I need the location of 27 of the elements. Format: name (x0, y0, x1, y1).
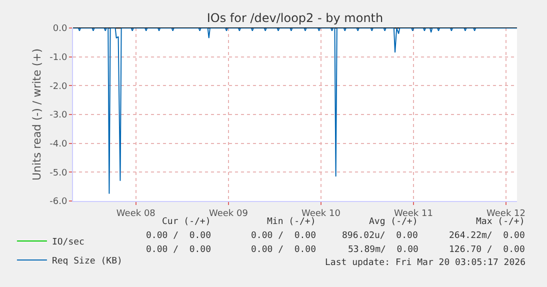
y-tick-label: -5.0 (50, 168, 68, 178)
legend-label: IO/sec (52, 238, 84, 248)
text: 0.00 / 0.00 (251, 245, 316, 255)
text: Max (-/+) (476, 217, 525, 227)
legend-label: Req Size (KB) (52, 256, 122, 267)
x-tick-label: Week 08 (116, 208, 156, 219)
y-axis-title: Units read (-) / write (+) (30, 48, 44, 181)
text: Cur (-/+) (162, 217, 211, 227)
y-tick-label: -4.0 (50, 139, 68, 150)
x-tick-label: Week 09 (208, 208, 248, 219)
y-tick-label: -6.0 (50, 197, 68, 208)
text: 0.00 / 0.00 (146, 231, 212, 241)
text: Last update: Fri Mar 20 03:05:17 2026 (325, 258, 526, 268)
text: 53.89m/ 0.00 (348, 245, 418, 255)
chart-title: IOs for /dev/loop2 - by month (206, 11, 384, 26)
y-tick-label: -2.0 (50, 82, 68, 92)
y-tick-label: -1.0 (50, 52, 68, 63)
text: 896.02u/ 0.00 (342, 231, 418, 241)
y-tick-label: 0.0 (52, 24, 68, 34)
line-series (73, 28, 517, 194)
text: 0.00 / 0.00 (146, 245, 212, 255)
text: 126.70 / 0.00 (449, 245, 525, 255)
text: Min (-/+) (267, 217, 316, 227)
y-tick-label: -3.0 (50, 110, 68, 121)
text: 0.00 / 0.00 (251, 231, 316, 241)
text: Avg (-/+) (369, 217, 418, 227)
text: 264.22m/ 0.00 (449, 231, 525, 241)
